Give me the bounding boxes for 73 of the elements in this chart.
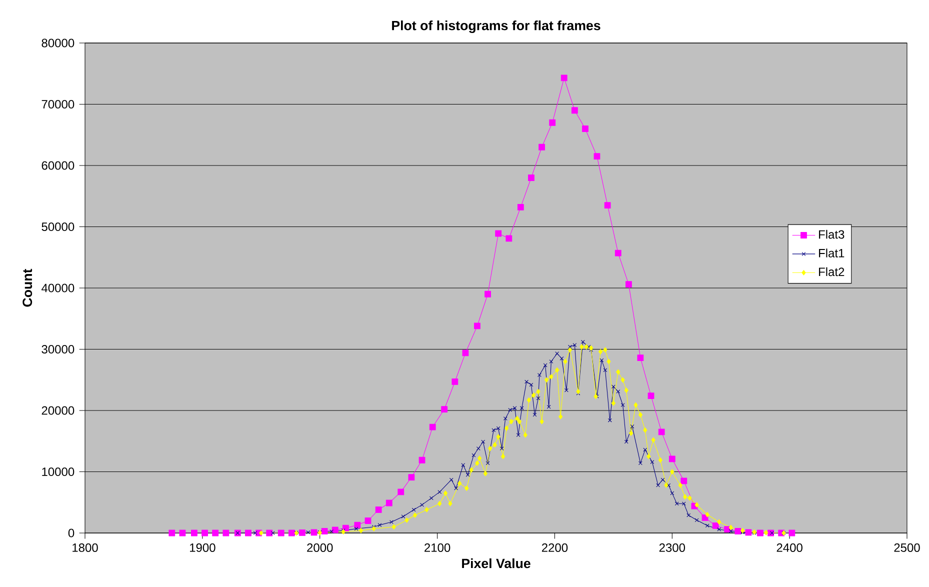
point <box>604 202 611 209</box>
point <box>321 528 328 534</box>
point <box>668 456 676 462</box>
point <box>202 530 208 536</box>
legend-label: Flat2 <box>819 267 844 276</box>
y-tick-label: 50000 <box>42 222 74 232</box>
x-tick-label: 2000 <box>307 543 333 552</box>
point <box>680 478 688 484</box>
point <box>332 526 338 534</box>
point <box>757 530 764 536</box>
point <box>506 235 512 242</box>
point <box>191 530 198 536</box>
point <box>179 530 186 536</box>
chart-title: Plot of histograms for flat frames <box>392 20 600 33</box>
y-tick-label: 70000 <box>42 100 74 109</box>
point <box>788 530 796 536</box>
point <box>418 456 426 464</box>
point <box>734 528 742 534</box>
point <box>278 530 284 536</box>
x-axis-title: Pixel Value <box>462 558 530 568</box>
point <box>408 474 415 480</box>
point <box>354 522 361 528</box>
y-tick-label: 80000 <box>42 38 74 48</box>
point <box>266 530 273 536</box>
point <box>517 204 524 210</box>
point <box>614 250 622 256</box>
y-tick-label: 20000 <box>42 406 74 415</box>
y-tick-label: 30000 <box>42 345 74 354</box>
point <box>245 530 252 536</box>
point <box>538 144 545 150</box>
point <box>658 428 665 436</box>
point <box>452 378 458 385</box>
point <box>310 529 318 536</box>
point <box>528 174 534 181</box>
point <box>375 506 382 513</box>
point <box>549 119 556 126</box>
point <box>712 522 719 529</box>
point <box>625 281 632 288</box>
x-tick-label: 2300 <box>659 543 686 552</box>
legend-label: Flat1 <box>819 248 844 258</box>
x-tick-label: 1900 <box>190 543 216 552</box>
legend-label: Flat3 <box>819 230 844 239</box>
point <box>495 230 502 237</box>
point <box>168 530 176 536</box>
point <box>441 406 448 412</box>
point <box>474 322 480 330</box>
point <box>648 392 654 400</box>
y-tick-label: 40000 <box>42 284 74 292</box>
point <box>398 488 404 496</box>
point <box>222 530 230 536</box>
point <box>560 74 568 82</box>
y-tick-label: 60000 <box>42 161 74 170</box>
point <box>594 153 600 160</box>
x-tick-label: 2200 <box>542 543 568 552</box>
x-tick-label: 1800 <box>72 543 98 552</box>
point <box>745 529 752 536</box>
point <box>484 290 491 298</box>
point <box>462 350 469 356</box>
y-tick-label: 0 <box>68 528 74 538</box>
point <box>364 518 372 524</box>
point <box>571 107 578 114</box>
point <box>429 424 436 430</box>
x-tick-label: 2500 <box>894 543 920 552</box>
x-tick-label: 2400 <box>776 543 802 552</box>
point <box>637 354 644 362</box>
y-axis-title: Count <box>22 268 32 307</box>
point <box>212 530 219 536</box>
point <box>386 500 392 506</box>
point <box>582 126 588 132</box>
x-tick-label: 2100 <box>424 543 450 552</box>
point <box>288 530 295 536</box>
y-tick-label: 10000 <box>42 468 74 476</box>
point <box>299 529 306 536</box>
